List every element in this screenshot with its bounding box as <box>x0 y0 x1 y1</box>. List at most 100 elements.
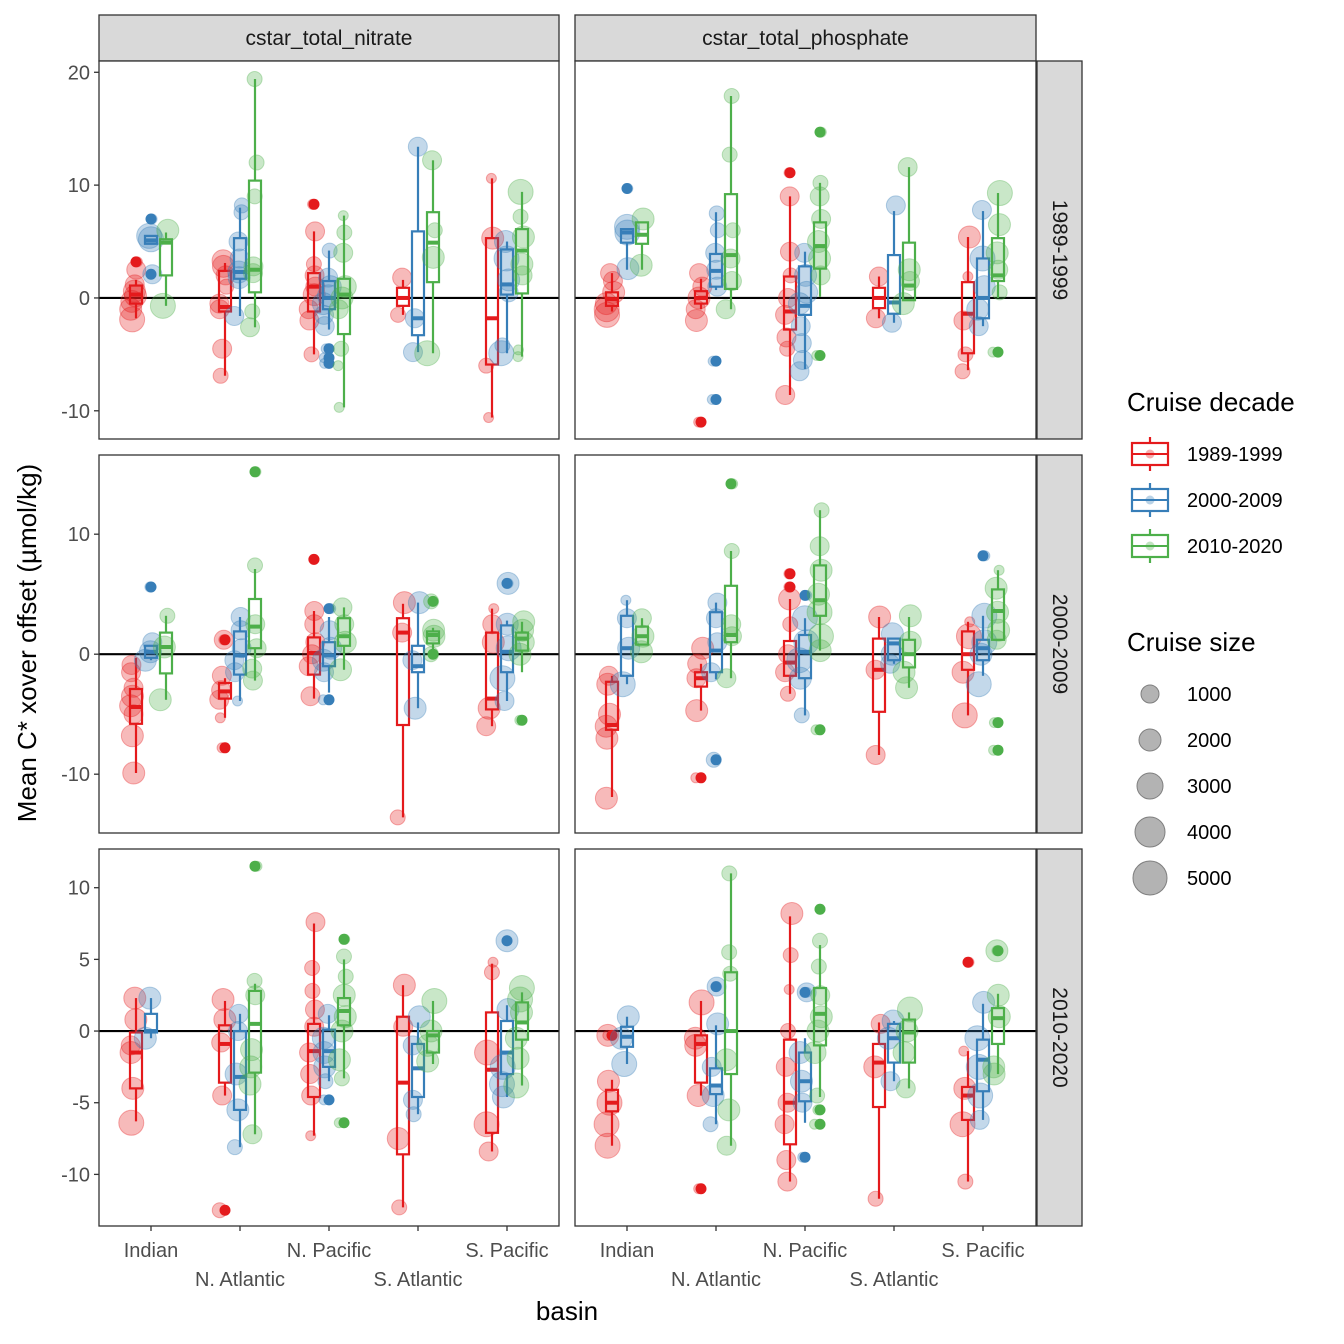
decade-group <box>389 591 416 826</box>
data-point <box>301 1085 322 1106</box>
facet-panel <box>574 454 1037 834</box>
box-iqr <box>410 644 426 674</box>
data-point <box>333 340 350 357</box>
decade-group <box>984 564 1011 756</box>
data-point <box>716 1135 737 1156</box>
outlier-point <box>308 198 320 210</box>
data-point <box>211 665 232 686</box>
box-iqr <box>395 617 411 727</box>
box-iqr <box>484 1011 500 1134</box>
box-iqr <box>484 631 500 711</box>
box-iqr <box>232 630 248 676</box>
data-point <box>421 245 445 269</box>
data-point <box>813 502 830 519</box>
decade-group <box>329 597 357 682</box>
data-point <box>478 1141 499 1162</box>
data-point <box>226 1139 243 1156</box>
box-iqr <box>693 1034 709 1084</box>
data-point <box>620 594 632 606</box>
outlier-point <box>621 183 633 195</box>
box-iqr <box>782 639 798 677</box>
outlier-point <box>308 553 320 565</box>
y-tick-label: 0 <box>79 288 90 310</box>
outlier-point <box>219 1204 231 1216</box>
decade-group <box>298 198 326 363</box>
data-point <box>305 912 326 933</box>
box-iqr <box>723 193 739 291</box>
x-tick-label: N. Atlantic <box>671 1269 761 1291</box>
box-iqr <box>604 1088 620 1113</box>
decade-group <box>311 603 343 706</box>
outlier-point <box>784 568 796 580</box>
decade-group <box>488 230 521 367</box>
decade-group <box>788 982 817 1163</box>
box-iqr <box>217 1024 233 1084</box>
outlier-point <box>501 935 513 947</box>
data-point <box>507 986 534 1013</box>
data-point <box>414 340 441 367</box>
decade-group <box>684 263 713 428</box>
box-iqr <box>797 265 813 316</box>
legend-size-keys: 1000 2000 3000 4000 5000 <box>1132 684 1232 896</box>
data-point <box>392 973 416 997</box>
panel-background <box>99 61 559 439</box>
data-point <box>779 685 796 702</box>
panel-border <box>574 454 1037 834</box>
outlier-point <box>814 724 826 736</box>
data-point <box>717 1098 741 1122</box>
outlier-point <box>814 1104 826 1116</box>
decade-group <box>594 665 621 810</box>
data-point <box>984 576 1008 600</box>
data-point <box>512 208 529 225</box>
data-point <box>967 1082 994 1109</box>
box-iqr <box>797 633 813 680</box>
data-point <box>776 1150 797 1171</box>
outlier-point <box>606 1029 618 1041</box>
y-tick-label: 10 <box>68 175 90 197</box>
legend-size-circle-icon <box>1134 816 1166 848</box>
decade-group <box>629 207 655 277</box>
box-iqr <box>158 631 174 675</box>
outlier-point <box>323 603 335 615</box>
decade-group <box>209 629 234 754</box>
box-iqr <box>425 630 441 645</box>
data-point <box>329 658 353 682</box>
data-point <box>598 665 619 686</box>
data-point <box>300 686 321 707</box>
data-point <box>314 316 335 337</box>
outlier-point <box>799 589 811 601</box>
legend-size-title: Cruise size <box>1127 627 1256 657</box>
data-point <box>954 363 971 380</box>
data-point <box>810 958 827 975</box>
data-point <box>792 350 813 371</box>
decade-group <box>683 989 715 1195</box>
x-tick-label: N. Pacific <box>763 1240 847 1262</box>
data-point <box>809 1087 826 1104</box>
box-iqr <box>247 597 263 650</box>
data-point <box>796 982 817 1003</box>
box-iqr <box>395 1015 411 1156</box>
box-iqr <box>990 1007 1006 1046</box>
data-point <box>159 607 176 624</box>
panel-marks <box>575 478 1036 810</box>
outlier-point <box>814 1118 826 1130</box>
x-tick-label: S. Pacific <box>941 1240 1024 1262</box>
legend-size-key: 2000 <box>1138 728 1232 752</box>
data-point <box>332 360 344 372</box>
x-tick-label: Indian <box>124 1240 179 1262</box>
outlier-point <box>992 945 1004 957</box>
data-point <box>600 263 621 284</box>
box-iqr <box>306 1022 322 1099</box>
column-strip-background <box>98 14 560 62</box>
y-tick-label: -10 <box>61 764 90 786</box>
outlier-point <box>725 478 737 490</box>
decade-group <box>787 242 819 382</box>
data-point <box>791 333 812 354</box>
decade-group <box>613 183 641 281</box>
box-iqr <box>514 631 530 652</box>
y-tick-label: -10 <box>61 401 90 423</box>
data-point <box>971 602 998 629</box>
data-point <box>957 225 981 249</box>
panel-background <box>575 849 1036 1226</box>
box-iqr <box>425 211 441 284</box>
